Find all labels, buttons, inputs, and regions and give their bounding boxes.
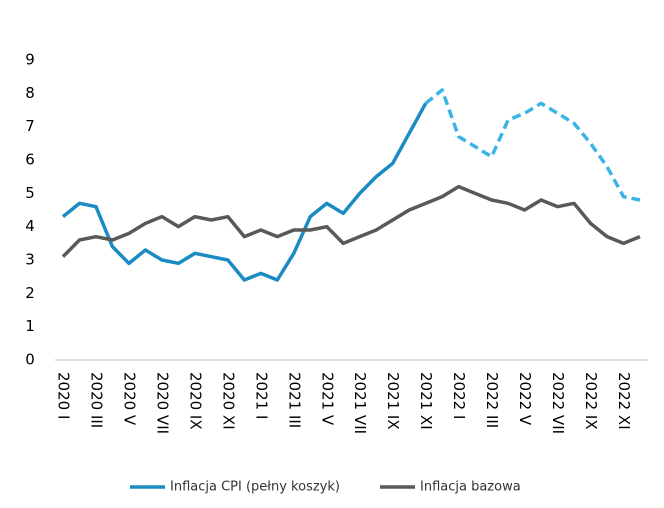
y-tick-label: 6 [25, 151, 35, 169]
x-tick-label: 2021 IX [384, 372, 402, 430]
y-tick-label: 7 [25, 117, 35, 135]
x-tick-label: 2021 I [252, 372, 270, 419]
x-tick-label: 2022 V [516, 372, 534, 426]
x-tick-label: 2022 VII [549, 372, 567, 434]
x-tick-label: 2020 IX [186, 372, 204, 430]
x-tick-label: 2022 IX [582, 372, 600, 430]
line-series [61, 102, 428, 282]
x-tick-label: 2020 XI [219, 372, 237, 430]
x-tick-label: 2021 VII [351, 372, 369, 434]
x-tick-label: 2020 V [120, 372, 138, 426]
y-tick-label: 0 [25, 351, 35, 369]
y-tick-label: 1 [25, 317, 35, 335]
y-tick-label: 2 [25, 284, 35, 302]
line-series [424, 88, 641, 202]
y-tick-label: 5 [25, 184, 35, 202]
x-tick-label: 2021 XI [417, 372, 435, 430]
y-tick-label: 8 [25, 84, 35, 102]
x-tick-label: 2020 III [87, 372, 105, 428]
legend-label: Inflacja bazowa [420, 480, 521, 495]
legend-label: Inflacja CPI (pełny koszyk) [170, 480, 340, 495]
x-tick-label: 2021 V [318, 372, 336, 426]
y-tick-label: 4 [25, 217, 35, 235]
x-tick-label: 2020 VII [153, 372, 171, 434]
x-tick-label: 2020 I [55, 372, 73, 419]
y-tick-label: 9 [25, 51, 35, 69]
x-tick-label: 2022 XI [615, 372, 633, 430]
y-tick-label: 3 [25, 251, 35, 269]
x-tick-label: 2022 I [450, 372, 468, 419]
x-tick-label: 2021 III [285, 372, 303, 428]
line-series [61, 184, 641, 258]
x-tick-label: 2022 III [483, 372, 501, 428]
